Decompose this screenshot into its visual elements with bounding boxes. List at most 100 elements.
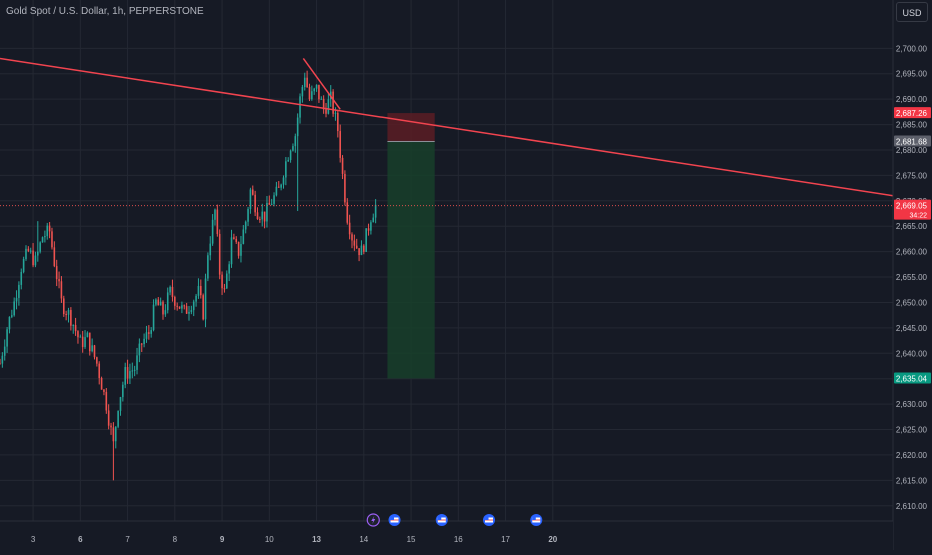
- candle-body: [122, 384, 124, 398]
- candle-body: [254, 194, 256, 213]
- candle-body: [169, 286, 171, 293]
- candle-body: [129, 371, 131, 379]
- candle-body: [192, 301, 195, 311]
- candle-body: [244, 221, 247, 230]
- grid-lines: [0, 0, 893, 521]
- candle-body: [311, 91, 313, 100]
- price-label-tag: [894, 199, 931, 220]
- candle-body: [275, 186, 278, 196]
- price-tick-label: 2,610.00: [896, 502, 928, 511]
- candle-body: [86, 332, 89, 338]
- candle-body: [197, 285, 200, 296]
- candle-body: [25, 248, 27, 259]
- price-label-value: 2,635.04: [896, 374, 928, 383]
- time-tick-label: 9: [220, 535, 225, 544]
- candle-body: [51, 231, 53, 248]
- time-tick-label: 16: [454, 535, 463, 544]
- lightning-glyph: [371, 516, 376, 524]
- time-tick-label: 7: [125, 535, 130, 544]
- candle-body: [171, 286, 174, 298]
- candle-body: [370, 222, 372, 231]
- candle-body: [285, 161, 287, 178]
- candle-body: [207, 255, 209, 279]
- candle-body: [233, 237, 235, 239]
- candle-body: [355, 245, 358, 249]
- candle-body: [247, 208, 249, 222]
- candle-body: [322, 98, 325, 110]
- candle-body: [124, 367, 127, 385]
- candle-body: [256, 212, 259, 220]
- flag-stripe: [485, 519, 494, 521]
- candle-body: [3, 346, 6, 356]
- candle-body: [200, 285, 202, 296]
- candle-body: [348, 222, 351, 235]
- price-tick-label: 2,695.00: [896, 70, 928, 79]
- candle-body: [126, 367, 129, 379]
- time-tick-label: 17: [501, 535, 510, 544]
- candle-body: [53, 247, 56, 267]
- candle-body: [372, 217, 375, 223]
- candle-body: [344, 173, 346, 203]
- price-tick-label: 2,675.00: [896, 171, 928, 180]
- candle-body: [268, 202, 271, 205]
- candle-body: [46, 225, 49, 237]
- time-tick-label: 14: [359, 535, 368, 544]
- candle-body: [339, 131, 341, 158]
- time-axis: 3 6 7 8 9 10 13 14 15 16 17 20: [0, 520, 893, 550]
- candle-body: [280, 184, 282, 188]
- candle-body: [1, 355, 4, 364]
- candle-body: [164, 310, 167, 315]
- candle-body: [131, 370, 134, 372]
- price-label-value: 2,669.05: [896, 202, 928, 211]
- candle-body: [178, 306, 181, 309]
- candles: [0, 70, 377, 481]
- flag-canton: [390, 517, 395, 520]
- candle-body: [351, 234, 353, 241]
- candle-body: [143, 338, 145, 345]
- symbol-title: Gold Spot / U.S. Dollar, 1h, PEPPERSTONE: [6, 6, 204, 17]
- candle-body: [195, 295, 197, 302]
- candle-body: [166, 292, 169, 311]
- candle-body: [55, 266, 58, 280]
- price-axis: 2,610.00 2,615.00 2,620.00 2,625.00 2,630.00…: [892, 0, 932, 550]
- candle-body: [327, 99, 330, 114]
- candle-body: [65, 314, 67, 316]
- candle-body: [157, 299, 160, 306]
- candle-body: [103, 389, 105, 392]
- candle-body: [32, 250, 34, 266]
- candle-body: [174, 297, 176, 306]
- price-tick-label: 2,640.00: [896, 349, 928, 358]
- candle-body: [36, 251, 39, 256]
- price-tick-label: 2,645.00: [896, 324, 928, 333]
- candle-body: [303, 77, 306, 88]
- candle-body: [79, 336, 82, 338]
- candle-body: [306, 77, 308, 88]
- candle-body: [107, 410, 110, 426]
- candle-body: [204, 278, 207, 320]
- price-axis-background: [893, 0, 932, 550]
- candle-body: [138, 343, 141, 356]
- candle-body: [337, 112, 339, 132]
- time-tick-label: 20: [548, 535, 557, 544]
- candle-body: [301, 87, 304, 97]
- candle-body: [81, 336, 84, 348]
- time-tick-label: 6: [78, 535, 83, 544]
- candle-body: [8, 316, 11, 330]
- candle-body: [259, 219, 261, 221]
- candle-body: [365, 228, 367, 252]
- candle-body: [287, 160, 290, 162]
- candle-body: [70, 310, 72, 326]
- candle-body: [58, 279, 60, 282]
- candle-body: [320, 98, 323, 100]
- currency-button[interactable]: USD: [896, 2, 928, 22]
- candle-body: [289, 150, 292, 161]
- candle-body: [209, 243, 212, 256]
- time-tick-label: 8: [173, 535, 178, 544]
- candle-body: [261, 211, 264, 220]
- candle-body: [13, 301, 15, 316]
- candle-body: [228, 264, 230, 274]
- candle-body: [34, 255, 37, 266]
